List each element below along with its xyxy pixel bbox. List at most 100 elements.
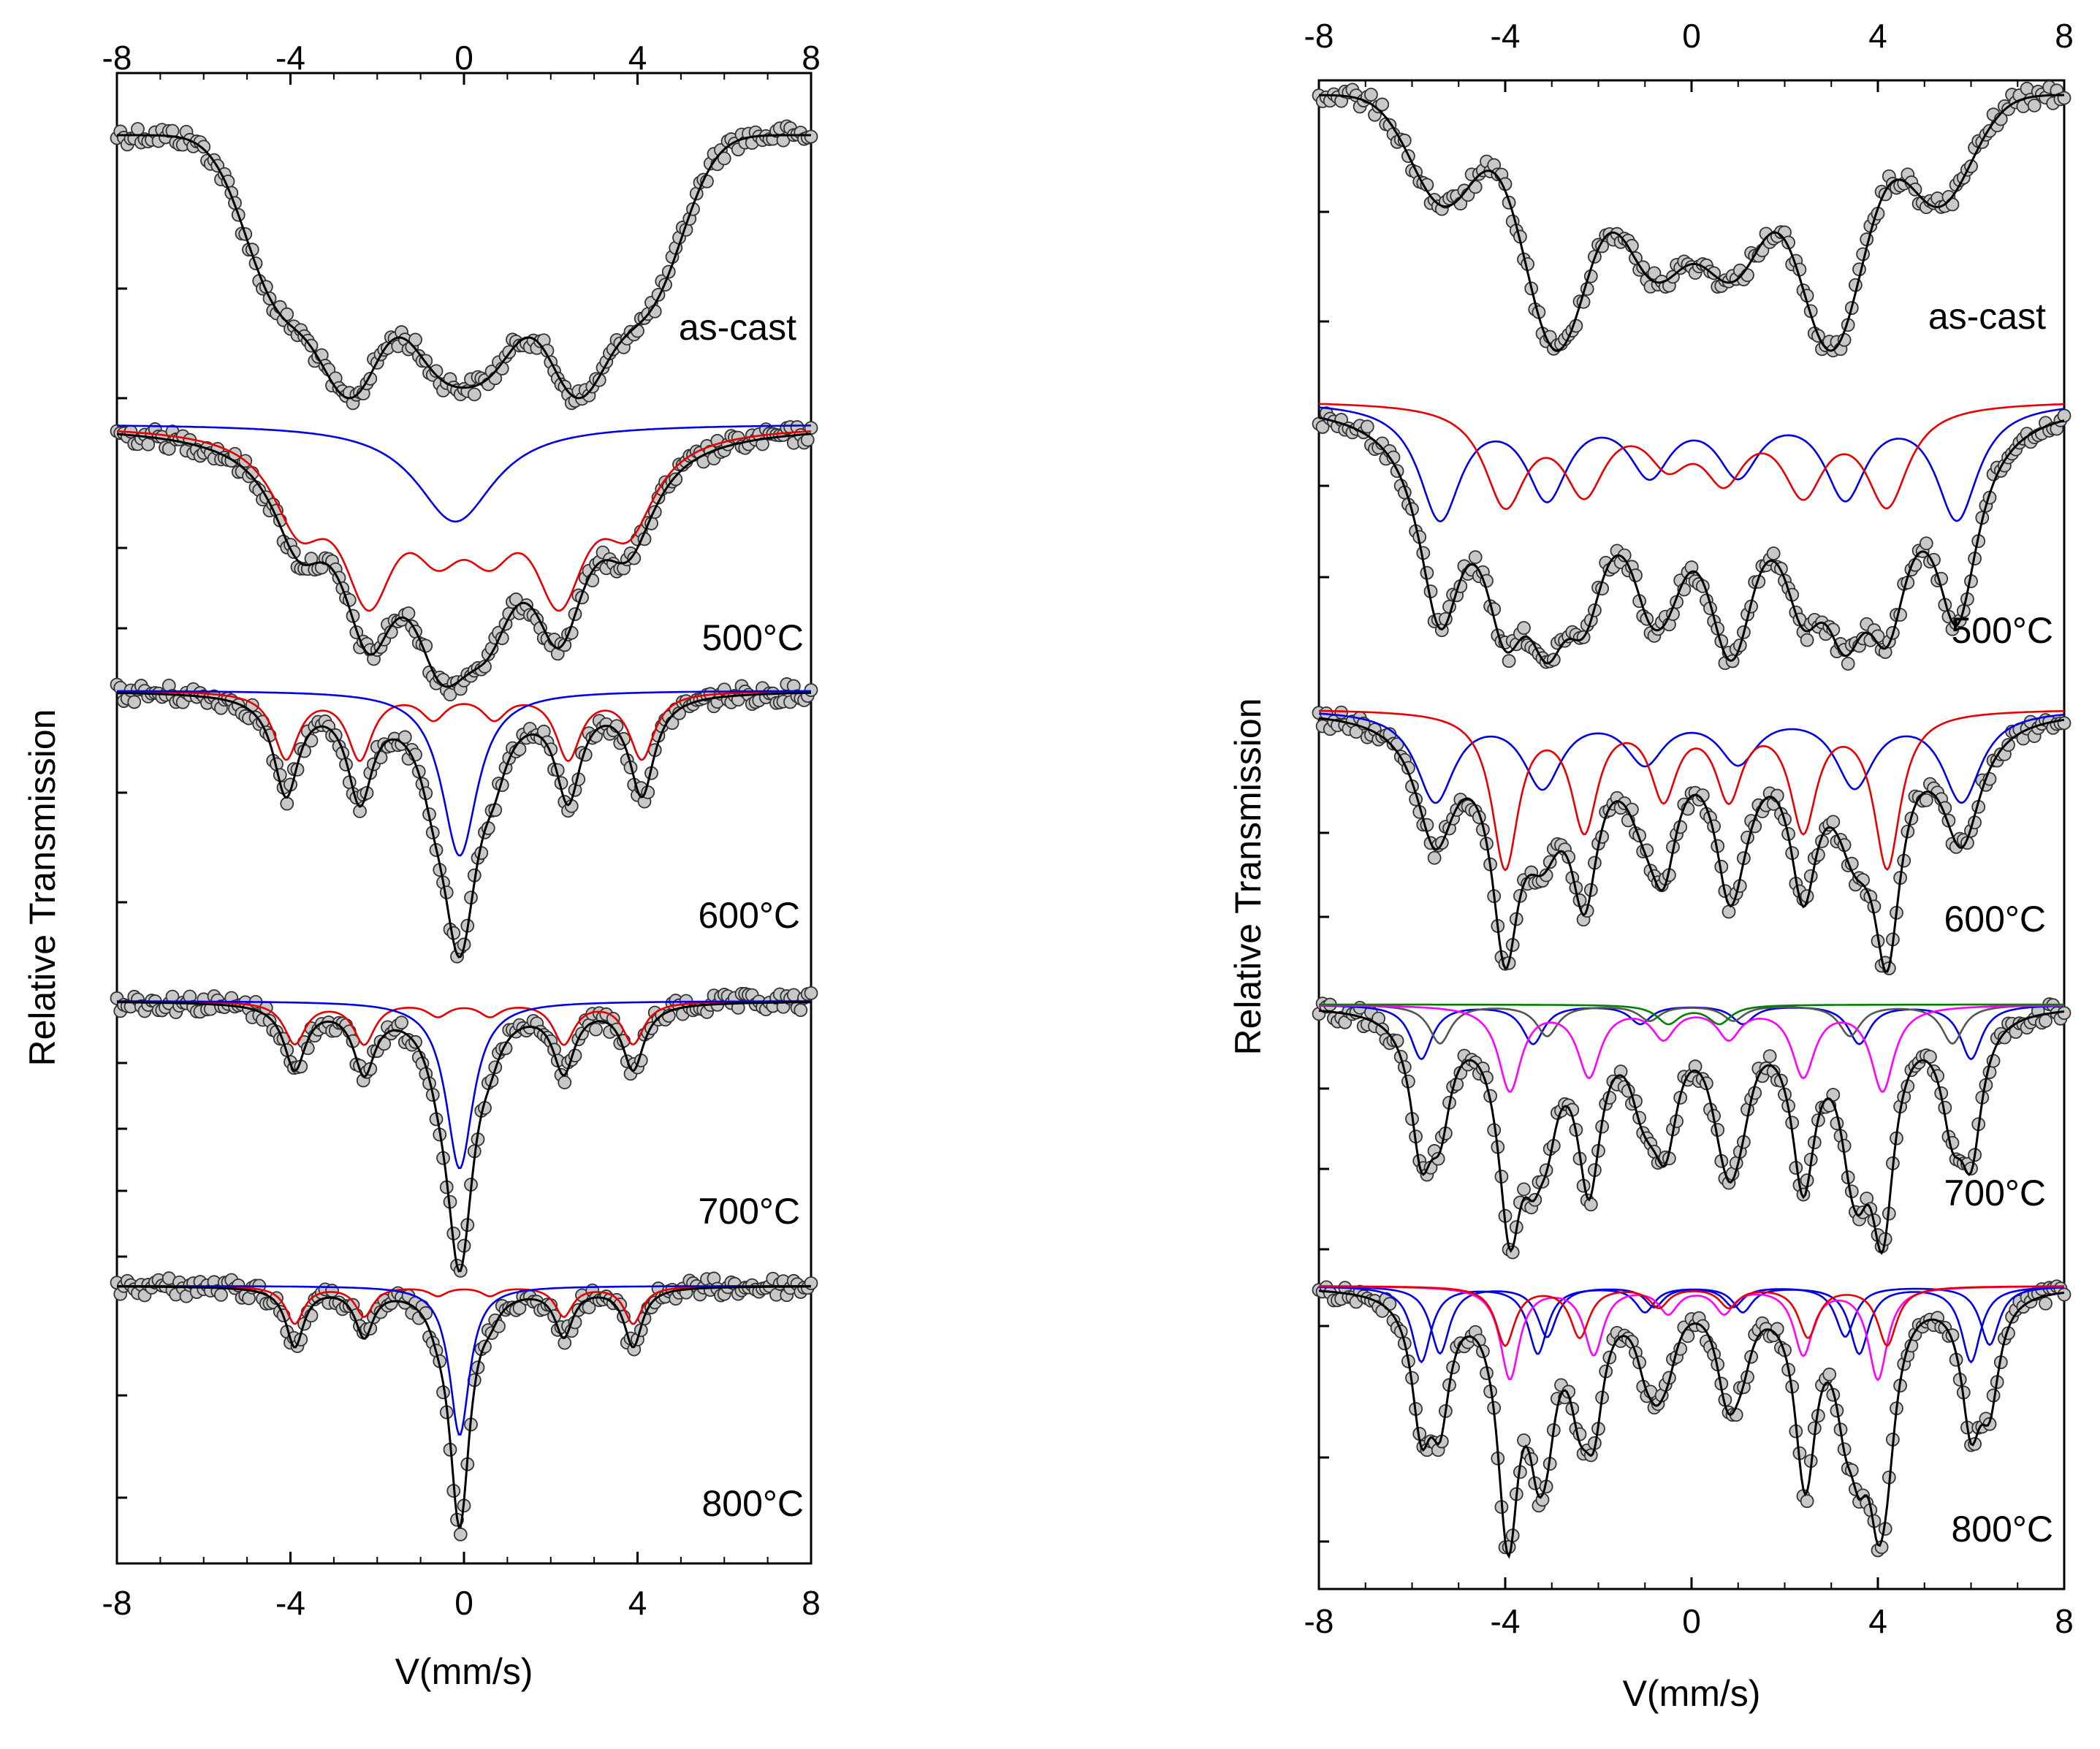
data-point bbox=[1468, 550, 1483, 565]
data-point bbox=[2001, 738, 2015, 752]
data-point bbox=[589, 1022, 603, 1037]
x-tick-label-top: -4 bbox=[1491, 17, 1521, 55]
spectrum-label: 500°C bbox=[1951, 610, 2053, 651]
x-tick-label-bottom: 0 bbox=[1682, 1602, 1701, 1640]
data-point bbox=[453, 1527, 468, 1542]
data-point bbox=[397, 730, 412, 744]
y-axis-title: Relative Transmission bbox=[22, 709, 63, 1066]
data-point bbox=[2057, 408, 2072, 423]
spectrum-label: 800°C bbox=[701, 1483, 804, 1524]
data-point bbox=[1517, 1182, 1531, 1197]
data-point bbox=[1922, 1050, 1937, 1064]
fit-component-sextet-red bbox=[1319, 1285, 2064, 1347]
data-point bbox=[1826, 815, 1841, 829]
data-point bbox=[1968, 1437, 1982, 1451]
spectrum-600-c: 600°C bbox=[110, 677, 818, 964]
data-point bbox=[1741, 268, 1754, 283]
data-point bbox=[2027, 98, 2042, 113]
data-point bbox=[467, 387, 482, 402]
data-point bbox=[1762, 1049, 1777, 1064]
data-point bbox=[1517, 621, 1531, 635]
spectrum-as-cast: as-cast bbox=[110, 119, 818, 411]
data-point bbox=[1375, 97, 1390, 112]
data-point bbox=[1427, 850, 1442, 865]
x-tick-label-top: -4 bbox=[275, 39, 305, 77]
x-tick-label-top: 8 bbox=[802, 39, 821, 77]
spectrum-label: 700°C bbox=[698, 1191, 800, 1232]
fit-component-sextet-red bbox=[117, 1285, 811, 1325]
panel-left: -8 -8 -4 -4 0 0 4 4 8 8 V(mm/s) Relative Transmissi… bbox=[22, 39, 821, 1692]
data-point bbox=[1517, 1433, 1531, 1447]
fit-component-sextet-red bbox=[1319, 709, 2065, 872]
fit-component-sextet-red bbox=[117, 690, 811, 763]
x-tick-label-top: 0 bbox=[1682, 17, 1701, 55]
fit-component-broad-blue bbox=[117, 424, 811, 523]
data-point bbox=[197, 140, 211, 154]
data-point bbox=[1766, 546, 1781, 560]
data-point bbox=[717, 151, 731, 166]
spectrum-label: 800°C bbox=[1951, 1509, 2053, 1550]
x-tick-label-bottom: 8 bbox=[2055, 1602, 2074, 1640]
panel-right: -8 -8 -4 -4 0 0 4 4 8 8 V(mm/s) Relative Transmissi… bbox=[1228, 17, 2074, 1714]
data-points bbox=[1312, 80, 2072, 358]
total-fit-line bbox=[1318, 416, 2065, 665]
fit-component-singlet-blue bbox=[117, 1284, 811, 1436]
data-point bbox=[1360, 419, 1374, 434]
x-tick-label-top: -8 bbox=[1304, 17, 1334, 55]
data-point bbox=[1796, 1187, 1811, 1202]
data-point bbox=[804, 129, 818, 144]
data-points bbox=[110, 119, 818, 411]
data-point bbox=[2057, 716, 2072, 731]
data-points bbox=[110, 420, 818, 702]
data-point bbox=[804, 683, 818, 697]
data-point bbox=[161, 442, 176, 456]
fit-component-sextet-red bbox=[116, 430, 812, 612]
x-tick-label-bottom: -4 bbox=[275, 1584, 305, 1622]
total-fit-line bbox=[1318, 1289, 2065, 1559]
spectrum-800-c: 800°C bbox=[110, 1271, 818, 1542]
fit-component-singlet-blue bbox=[117, 1000, 811, 1170]
spectrum-600-c: 600°C bbox=[1312, 705, 2072, 975]
total-fit-line bbox=[116, 1001, 811, 1273]
spectrum-800-c: 800°C bbox=[1312, 1279, 2072, 1559]
x-tick-label-bottom: -4 bbox=[1491, 1602, 1521, 1640]
data-point bbox=[1830, 1116, 1844, 1131]
y-axis-title: Relative Transmission bbox=[1228, 698, 1268, 1055]
data-point bbox=[1636, 260, 1651, 275]
fit-component-singlet-blue bbox=[117, 690, 811, 857]
fit-component-sextet-grey bbox=[1318, 1004, 2064, 1045]
data-point bbox=[558, 1075, 572, 1090]
total-fit-line bbox=[117, 134, 811, 400]
data-point bbox=[582, 1300, 596, 1314]
data-point bbox=[1919, 793, 1933, 807]
spectrum-label: 500°C bbox=[701, 617, 804, 658]
data-point bbox=[408, 332, 422, 347]
fit-component-sextet-magenta bbox=[1318, 1004, 2065, 1093]
x-axis-title: V(mm/s) bbox=[1623, 1673, 1761, 1714]
total-fit-line bbox=[1319, 94, 2064, 352]
x-tick-label-top: 4 bbox=[628, 39, 647, 77]
spectrum-label: 700°C bbox=[1944, 1173, 2046, 1213]
data-point bbox=[2039, 1296, 2053, 1311]
x-tick-label-top: 4 bbox=[1868, 17, 1887, 55]
x-tick-label-bottom: -8 bbox=[1304, 1602, 1334, 1640]
total-fit-line bbox=[116, 433, 812, 688]
fit-component-doublet-green bbox=[1319, 1003, 2064, 1026]
x-tick-label-bottom: 0 bbox=[454, 1584, 473, 1622]
fit-component-sextet-red bbox=[1318, 403, 2065, 511]
data-point bbox=[1770, 1322, 1784, 1336]
total-fit-line bbox=[1318, 717, 2065, 973]
data-point bbox=[2039, 1013, 2053, 1028]
data-point bbox=[395, 1016, 408, 1030]
x-tick-label-bottom: 4 bbox=[1868, 1602, 1887, 1640]
spectrum-700-c: 700°C bbox=[110, 986, 818, 1278]
spectrum-700-c: 700°C bbox=[1312, 997, 2072, 1260]
data-point bbox=[1688, 1059, 1703, 1074]
data-point bbox=[2057, 1287, 2072, 1302]
fit-component-sextet-blue bbox=[1318, 712, 2065, 804]
data-point bbox=[1919, 536, 1933, 551]
spectrum-label: as-cast bbox=[679, 307, 796, 348]
data-point bbox=[141, 437, 156, 451]
total-fit-line bbox=[116, 1285, 811, 1528]
